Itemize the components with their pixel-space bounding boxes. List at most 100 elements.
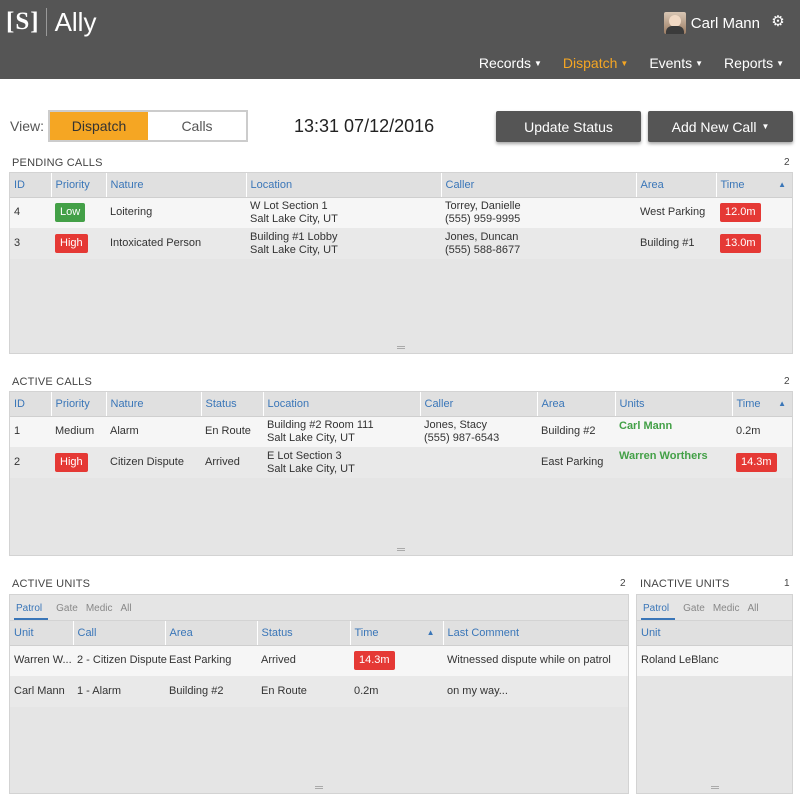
col-id[interactable]: ID xyxy=(10,392,52,417)
col-status[interactable]: Status xyxy=(257,621,351,646)
cell-status: En Route xyxy=(201,416,263,447)
table-row[interactable]: Warren W... 2 - Citizen Dispute East Par… xyxy=(10,645,628,676)
priority-badge: Low xyxy=(55,203,86,223)
nav-records[interactable]: Records ▼ xyxy=(478,55,542,71)
gear-icon[interactable]: ⚙ xyxy=(771,13,785,30)
cell-nature: Alarm xyxy=(106,416,201,447)
col-time[interactable]: Time ▲ xyxy=(350,621,444,646)
col-area[interactable]: Area xyxy=(165,621,258,646)
col-call[interactable]: Call xyxy=(73,621,166,646)
view-label: View: xyxy=(10,118,44,134)
resize-handle[interactable] xyxy=(397,548,405,551)
tab-medic[interactable]: Medic xyxy=(85,603,113,614)
cell-area: Building #2 xyxy=(537,416,615,447)
col-unit[interactable]: Unit xyxy=(10,621,74,646)
cell-area: Building #1 xyxy=(636,228,716,259)
table-row[interactable]: 4 Low Loitering W Lot Section 1 Salt Lake… xyxy=(10,197,792,228)
active-units-count: 2 xyxy=(620,578,626,589)
caret-down-icon: ▼ xyxy=(761,122,770,131)
caret-down-icon: ▼ xyxy=(620,59,629,68)
clock: 13:31 07/12/2016 xyxy=(294,116,435,136)
col-last-comment[interactable]: Last Comment xyxy=(443,621,628,646)
nav-events[interactable]: Events ▼ xyxy=(649,55,704,71)
app-name: Ally xyxy=(54,6,97,37)
cell-priority: Medium xyxy=(51,416,106,447)
nav-dispatch[interactable]: Dispatch ▼ xyxy=(562,55,629,71)
view-calls-option[interactable]: Calls xyxy=(181,118,213,134)
tab-medic[interactable]: Medic xyxy=(712,603,740,614)
cell-status: Arrived xyxy=(257,645,350,676)
col-priority[interactable]: Priority xyxy=(51,392,107,417)
table-row[interactable]: Roland LeBlanc xyxy=(637,645,792,676)
cell-call: 2 - Citizen Dispute xyxy=(73,645,167,676)
col-time[interactable]: Time ▲ xyxy=(732,392,792,417)
logo[interactable]: [S] Ally xyxy=(6,6,96,38)
col-id[interactable]: ID xyxy=(10,173,52,198)
priority-badge: High xyxy=(55,453,88,472)
cell-area: East Parking xyxy=(165,645,257,676)
resize-handle[interactable] xyxy=(397,346,405,349)
cell-id: 2 xyxy=(10,447,51,478)
cell-id: 4 xyxy=(10,197,51,228)
tab-patrol[interactable]: Patrol xyxy=(14,603,49,620)
active-calls-title: ACTIVE CALLS xyxy=(12,376,93,388)
tab-all[interactable]: All xyxy=(747,603,759,614)
col-units[interactable]: Units xyxy=(615,392,733,417)
time-badge: 13.0m xyxy=(720,234,761,253)
resize-handle[interactable] xyxy=(315,786,323,789)
table-row[interactable]: 3 High Intoxicated Person Building #1 Lo… xyxy=(10,228,792,259)
col-time[interactable]: Time ▲ xyxy=(716,173,792,198)
cell-caller: Jones, Duncan (555) 588-8677 xyxy=(441,228,636,259)
priority-badge: High xyxy=(55,234,88,253)
cell-location: W Lot Section 1 Salt Lake City, UT xyxy=(246,197,441,228)
cell-comment: Witnessed dispute while on patrol xyxy=(443,645,628,676)
col-nature[interactable]: Nature xyxy=(106,173,247,198)
cell-comment: on my way... xyxy=(443,676,628,707)
tab-all[interactable]: All xyxy=(120,603,132,614)
col-priority[interactable]: Priority xyxy=(51,173,107,198)
time-badge: 14.3m xyxy=(354,651,395,671)
nav-reports[interactable]: Reports ▼ xyxy=(724,55,784,71)
cell-area: Building #2 xyxy=(165,676,257,707)
tab-gate[interactable]: Gate xyxy=(56,603,78,614)
cell-status: Arrived xyxy=(201,447,263,478)
inactive-units-title: INACTIVE UNITS xyxy=(640,578,730,590)
cell-id: 1 xyxy=(10,416,51,447)
caret-down-icon: ▼ xyxy=(776,59,784,68)
table-row[interactable]: 2 High Citizen Dispute Arrived E Lot Sec… xyxy=(10,447,792,478)
resize-handle[interactable] xyxy=(710,786,719,789)
add-new-call-button[interactable]: Add New Call ▼ xyxy=(648,111,793,142)
col-nature[interactable]: Nature xyxy=(106,392,202,417)
update-status-button[interactable]: Update Status xyxy=(496,111,641,142)
col-location[interactable]: Location xyxy=(246,173,442,198)
cell-nature: Loitering xyxy=(106,197,246,228)
col-area[interactable]: Area xyxy=(537,392,616,417)
col-area[interactable]: Area xyxy=(636,173,717,198)
col-caller[interactable]: Caller xyxy=(420,392,538,417)
user-name: Carl Mann xyxy=(690,14,760,32)
time-badge: 14.3m xyxy=(736,453,777,472)
logo-divider xyxy=(45,8,47,36)
unit-link[interactable]: Carl Mann xyxy=(619,419,673,432)
unit-link[interactable]: Warren Worthers xyxy=(619,450,708,462)
col-location[interactable]: Location xyxy=(263,392,421,417)
logo-mark: [S] xyxy=(6,8,40,35)
cell-unit: Carl Mann xyxy=(10,676,73,707)
col-caller[interactable]: Caller xyxy=(441,173,637,198)
main-nav: Records ▼ Dispatch ▼ Events ▼ Reports ▼ xyxy=(479,55,784,71)
active-calls-panel: ID Priority Nature Status Location Calle… xyxy=(9,391,793,556)
view-dispatch-option[interactable]: Dispatch xyxy=(50,112,148,140)
col-status[interactable]: Status xyxy=(201,392,264,417)
inactive-units-panel: Patrol Gate Medic All Unit Roland LeBlan… xyxy=(636,594,793,794)
active-units-title: ACTIVE UNITS xyxy=(12,578,91,590)
active-calls-table: ID Priority Nature Status Location Calle… xyxy=(10,392,792,478)
tab-patrol[interactable]: Patrol xyxy=(641,603,676,620)
cell-area: East Parking xyxy=(537,447,615,478)
avatar xyxy=(663,12,686,34)
table-row[interactable]: Carl Mann 1 - Alarm Building #2 En Route… xyxy=(10,676,628,707)
user-menu[interactable]: Carl Mann xyxy=(663,12,760,34)
table-row[interactable]: 1 Medium Alarm En Route Building #2 Room… xyxy=(10,416,792,447)
col-unit[interactable]: Unit xyxy=(637,621,792,646)
inactive-units-count: 1 xyxy=(784,578,790,589)
tab-gate[interactable]: Gate xyxy=(683,603,705,614)
